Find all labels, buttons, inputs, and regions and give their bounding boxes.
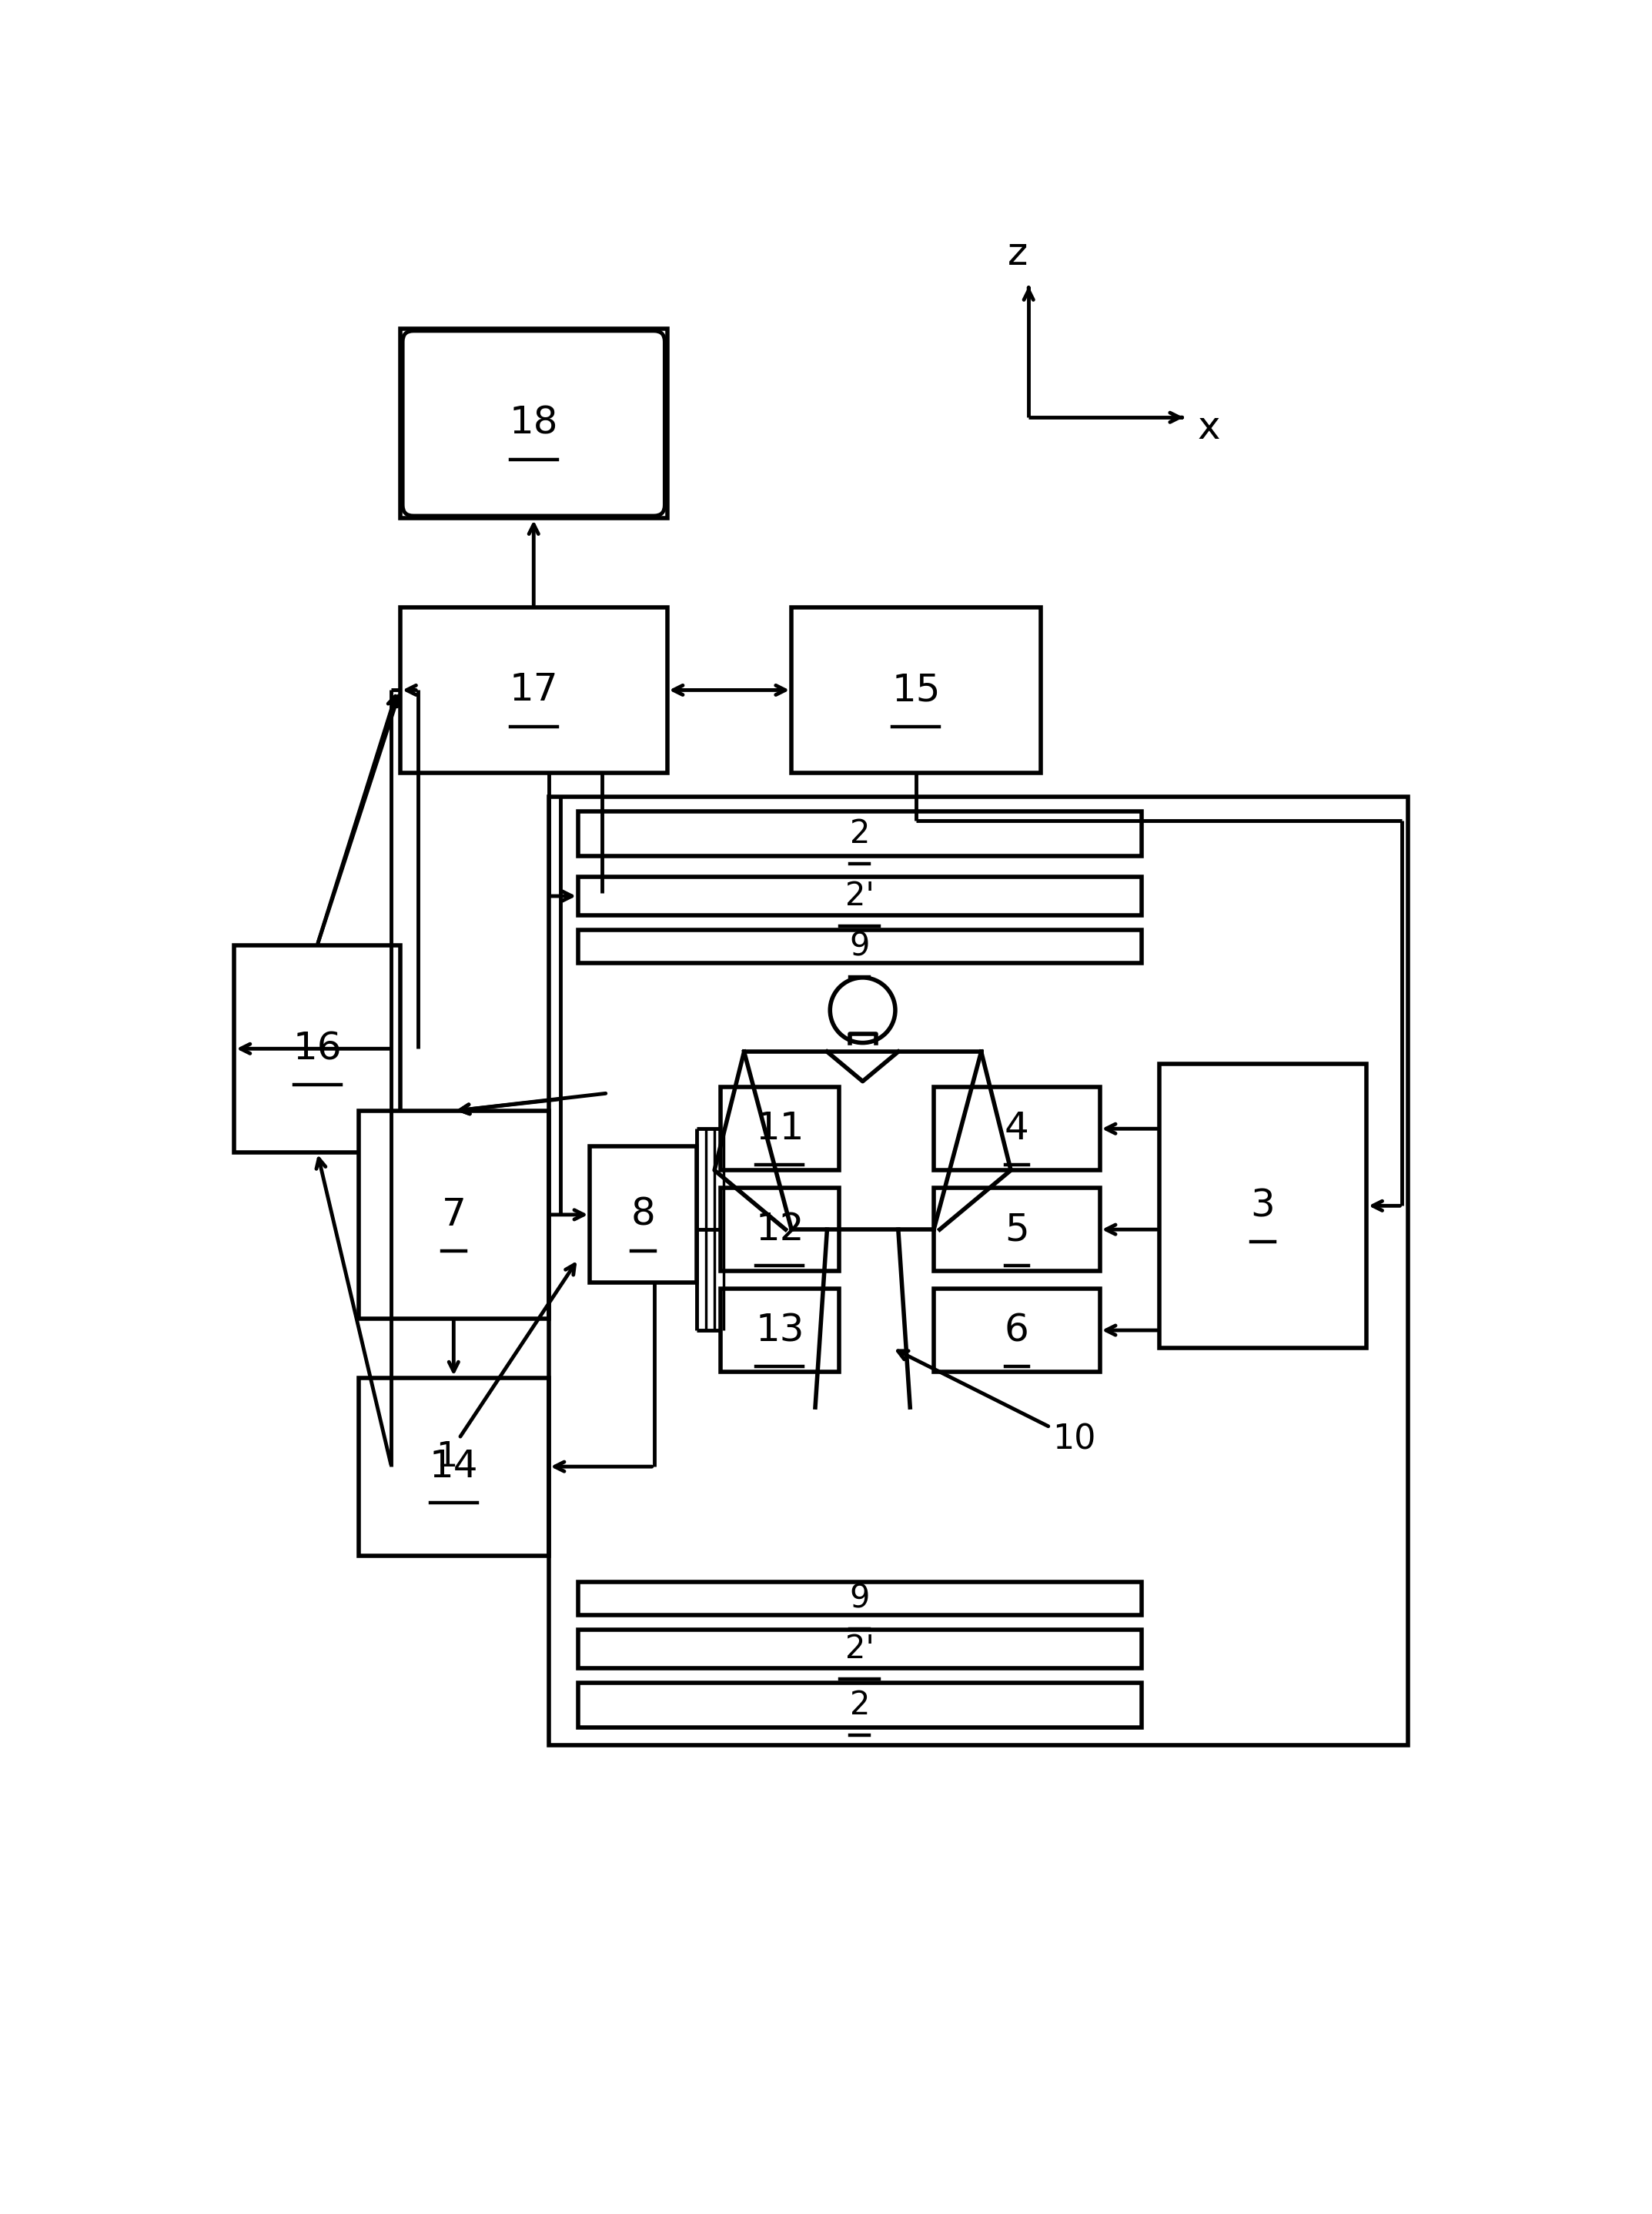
Text: 2': 2' bbox=[846, 879, 874, 912]
Text: 13: 13 bbox=[755, 1313, 805, 1348]
Bar bbox=[933, 1289, 1100, 1373]
Text: 4: 4 bbox=[1004, 1109, 1029, 1147]
Bar bbox=[1160, 1063, 1366, 1348]
Text: x: x bbox=[1198, 410, 1221, 447]
Bar bbox=[400, 328, 667, 518]
Text: 1: 1 bbox=[436, 1264, 575, 1475]
Bar bbox=[578, 877, 1142, 914]
Bar bbox=[358, 1111, 548, 1317]
Text: 14: 14 bbox=[430, 1448, 477, 1486]
Text: 7: 7 bbox=[441, 1196, 466, 1233]
Bar bbox=[235, 945, 400, 1153]
Bar bbox=[720, 1189, 839, 1271]
Text: 12: 12 bbox=[755, 1211, 805, 1249]
Text: 10: 10 bbox=[899, 1351, 1095, 1457]
Text: 18: 18 bbox=[509, 405, 558, 443]
Bar bbox=[720, 1087, 839, 1171]
Text: 16: 16 bbox=[292, 1030, 342, 1067]
Bar bbox=[791, 607, 1041, 773]
Text: z: z bbox=[1008, 235, 1028, 272]
Text: 8: 8 bbox=[631, 1196, 656, 1233]
Bar bbox=[933, 1087, 1100, 1171]
Text: 2': 2' bbox=[846, 1632, 874, 1665]
Text: 2: 2 bbox=[849, 1689, 871, 1720]
Text: 15: 15 bbox=[892, 671, 940, 708]
Bar bbox=[590, 1147, 697, 1282]
FancyBboxPatch shape bbox=[403, 330, 664, 516]
Text: 5: 5 bbox=[1004, 1211, 1029, 1249]
Text: 17: 17 bbox=[509, 671, 558, 708]
Text: 3: 3 bbox=[1251, 1187, 1275, 1224]
Bar bbox=[578, 1630, 1142, 1667]
Bar bbox=[933, 1189, 1100, 1271]
Bar bbox=[578, 1583, 1142, 1614]
Bar bbox=[358, 1377, 548, 1556]
Text: 9: 9 bbox=[849, 930, 871, 963]
Text: 2: 2 bbox=[849, 817, 871, 850]
Text: 9: 9 bbox=[849, 1583, 871, 1614]
Bar bbox=[720, 1289, 839, 1373]
Bar bbox=[578, 813, 1142, 857]
Text: 6: 6 bbox=[1004, 1313, 1029, 1348]
Bar bbox=[548, 797, 1408, 1745]
Text: 11: 11 bbox=[755, 1109, 805, 1147]
Bar bbox=[578, 1683, 1142, 1727]
Bar bbox=[578, 930, 1142, 963]
Bar bbox=[400, 607, 667, 773]
